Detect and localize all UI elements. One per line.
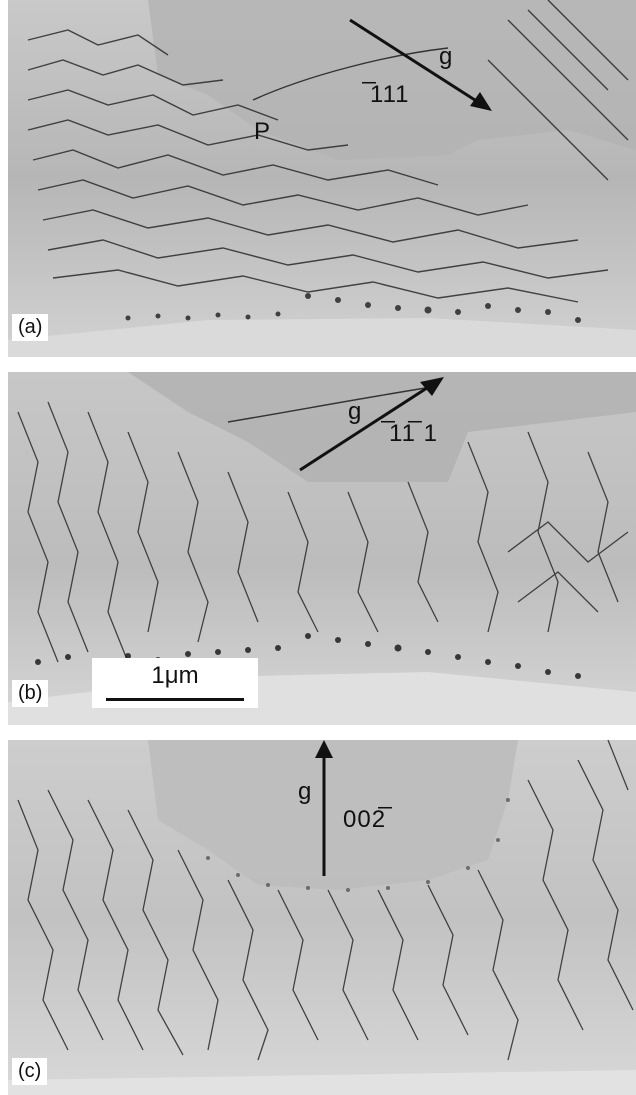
scale-bar-label: 1μm [151, 662, 199, 689]
g-label: g [348, 398, 362, 425]
g-vector-arrow [349, 18, 479, 104]
g-vector-index: ̅11̅ 1 [388, 420, 438, 447]
g-vector-index: 002̅ [343, 806, 387, 833]
arrow-head-icon [315, 740, 333, 758]
scale-bar: 1μm [92, 658, 258, 708]
g-label: g [439, 43, 453, 70]
micrograph-panel-b: g ̅11̅ 1 1μm (b) [8, 372, 636, 725]
dislocation-line [227, 385, 439, 423]
tem-image-c [8, 740, 636, 1095]
panel-label-a: (a) [12, 314, 49, 341]
arrow-head-icon [420, 377, 444, 396]
micrograph-panel-c: g 002̅ (c) [8, 740, 636, 1095]
micrograph-panel-a: g ̅111 P (a) [8, 0, 636, 357]
dislocation-line [252, 47, 449, 101]
panel-label-b: (b) [12, 680, 49, 707]
g-vector-index: ̅111 [369, 81, 410, 108]
scale-bar-line [106, 698, 244, 701]
point-label-p: P [254, 118, 271, 145]
panel-label-c: (c) [12, 1058, 48, 1085]
tem-image-b [8, 372, 636, 725]
g-vector-arrow [299, 384, 431, 472]
g-label: g [298, 778, 312, 805]
arrow-head-icon [470, 92, 492, 111]
tem-image-a [8, 0, 636, 357]
